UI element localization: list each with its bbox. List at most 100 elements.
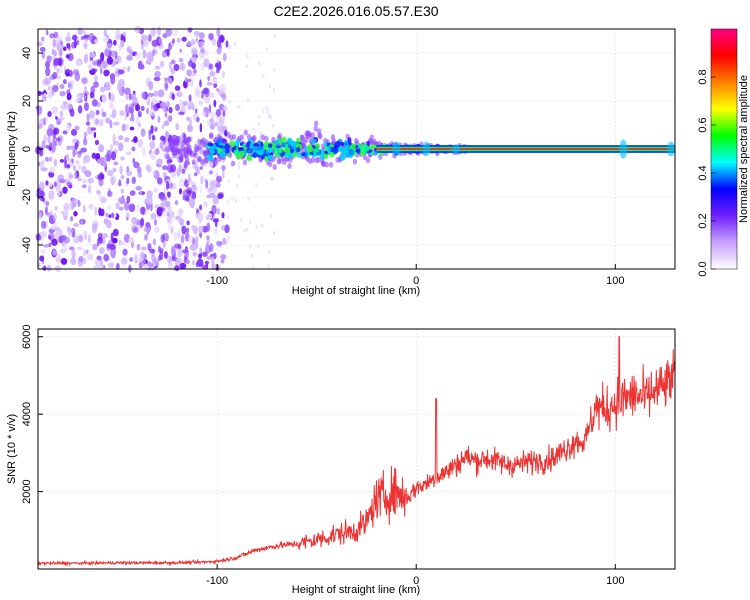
spectrogram-noise-speckle <box>159 141 164 150</box>
spectrogram-noise-speckle <box>77 150 83 155</box>
spectrogram-noise-speckle <box>199 247 203 253</box>
spectrogram-noise-speckle <box>150 212 157 220</box>
spectrogram-noise-speckle <box>145 221 150 228</box>
spectrogram-noise-speckle <box>251 265 255 270</box>
spectrogram-noise-speckle <box>193 185 197 191</box>
spectrogram-signal-blob <box>290 140 297 148</box>
spectrogram-noise-speckle <box>146 195 153 206</box>
spectrogram-noise-speckle <box>227 215 230 220</box>
spectrogram-noise-speckle <box>152 170 156 176</box>
spectrogram-noise-speckle <box>104 86 111 91</box>
spectrogram-noise-speckle <box>77 177 82 182</box>
spectrogram-noise-speckle <box>126 54 133 61</box>
spectrogram-signal-blob <box>182 138 188 145</box>
spectrogram-noise-speckle <box>140 44 145 50</box>
spectrogram-noise-speckle <box>72 34 78 41</box>
spectrogram-noise-speckle <box>215 108 222 117</box>
spectrogram-noise-speckle <box>82 204 86 214</box>
spectrogram-noise-speckle <box>135 185 143 191</box>
spectrogram-noise-speckle <box>66 103 73 110</box>
spectrogram-noise-speckle <box>73 165 76 172</box>
spectrogram-noise-speckle <box>60 234 67 242</box>
spectrogram-noise-speckle <box>145 98 150 103</box>
spectrogram-noise-speckle <box>249 220 252 225</box>
spectrogram-signal <box>165 120 676 171</box>
spectrogram-noise-speckle <box>187 27 193 33</box>
spectrogram-noise-speckle <box>172 29 179 37</box>
spectrogram-noise-speckle <box>55 115 58 120</box>
spectrogram-noise-speckle <box>178 188 183 195</box>
spectrogram-noise-speckle <box>267 264 270 269</box>
spectrogram-noise-speckle <box>66 42 71 49</box>
spectrogram-noise-speckle <box>234 198 238 203</box>
spectrogram-noise-speckle <box>203 58 210 68</box>
spectrogram-noise-speckle <box>151 134 156 141</box>
spectrogram-noise-speckle <box>65 72 71 77</box>
spectrogram-signal-blob <box>296 137 301 144</box>
spectrogram-noise-speckle <box>87 177 94 184</box>
spectrogram-noise-speckle <box>187 40 191 47</box>
spectrogram-noise-speckle <box>72 148 76 158</box>
spectrogram-noise-speckle <box>97 232 103 240</box>
spectrogram-noise-speckle <box>110 151 117 161</box>
spectrogram-noise-speckle <box>238 104 241 109</box>
spectrogram-signal-blob <box>224 143 230 151</box>
spectrogram-noise-speckle <box>37 123 43 130</box>
spectrogram-y-tick-label: -40 <box>21 237 33 253</box>
snr-y-tick-label: 4000 <box>21 402 33 426</box>
spectrogram-noise-speckle <box>83 30 86 36</box>
spectrogram-noise-speckle <box>176 257 182 264</box>
spectrogram-noise-speckle <box>82 258 87 265</box>
spectrogram-noise-speckle <box>193 69 197 74</box>
spectrogram-noise-speckle <box>65 54 70 59</box>
snr-x-tick-label: 100 <box>606 575 624 587</box>
spectrogram-noise-speckle <box>262 73 265 78</box>
spectrogram-noise-speckle <box>198 32 205 40</box>
spectrogram-signal-blob <box>288 153 293 159</box>
spectrogram-noise-speckle <box>93 131 97 139</box>
spectrogram-noise-speckle <box>75 160 80 165</box>
spectrogram-noise-speckle <box>199 79 202 88</box>
spectrogram-noise-speckle <box>96 189 101 195</box>
spectrogram-noise-speckle <box>160 196 167 202</box>
spectrogram-noise-speckle <box>109 119 113 129</box>
spectrogram-noise-speckle <box>268 113 271 118</box>
spectrogram-noise-speckle <box>69 246 74 251</box>
spectrogram-noise-speckle <box>191 103 195 111</box>
spectrogram-noise-speckle <box>198 253 202 259</box>
spectrogram-noise-speckle <box>181 36 187 42</box>
spectrogram-noise-speckle <box>138 257 143 267</box>
spectrogram-noise-speckle <box>142 257 146 267</box>
spectrogram-noise-speckle <box>104 48 110 57</box>
spectrogram-signal-blob <box>289 148 295 153</box>
spectrogram-noise-speckle <box>258 61 261 66</box>
spectrogram-signal-blob <box>307 131 312 138</box>
colorbar-label: Normalized spectral amplitude <box>738 75 750 223</box>
spectrogram-noise-speckle <box>69 108 75 117</box>
spectrogram-noise-speckle <box>250 253 254 258</box>
spectrogram-noise-speckle <box>93 265 100 270</box>
spectrogram-noise-speckle <box>72 235 80 244</box>
spectrogram-noise-speckle <box>137 138 143 148</box>
spectrogram-signal-blob <box>332 148 339 154</box>
spectrogram-noise-speckle <box>56 42 62 52</box>
spectrogram-noise-speckle <box>74 171 78 180</box>
spectrogram-noise-speckle <box>216 39 221 48</box>
spectrogram-signal-blob <box>328 161 334 168</box>
spectrogram-noise-speckle <box>103 29 108 37</box>
spectrogram-signal-blob <box>354 137 359 144</box>
spectrogram-noise-speckle <box>157 115 161 123</box>
spectrogram-noise-speckle <box>133 96 138 105</box>
spectrogram-signal-blob <box>252 152 258 159</box>
spectrogram-noise-speckle <box>205 179 209 189</box>
spectrogram-signal-blob <box>177 148 182 155</box>
spectrogram-noise-speckle <box>88 234 91 244</box>
spectrogram-noise-speckle <box>127 68 130 73</box>
spectrogram-noise-speckle <box>106 56 114 65</box>
spectrogram-noise-speckle <box>91 99 98 107</box>
spectrogram-noise-speckle <box>164 112 168 118</box>
spectrogram-noise-speckle <box>51 90 55 96</box>
spectrogram-noise-speckle <box>55 137 61 142</box>
spectrogram-noise-speckle <box>246 54 249 59</box>
